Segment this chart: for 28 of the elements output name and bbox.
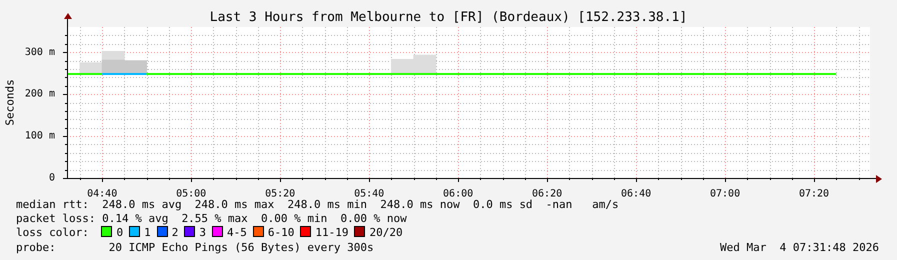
x-tick-label: 05:20 — [265, 188, 296, 200]
x-tick-label: 06:00 — [443, 188, 474, 200]
legend-label: 6-10 — [268, 226, 294, 239]
text: median rtt: 248.0 ms avg 248.0 ms max 248.0 ms min 248.0 ms now 0.0 ms sd -nan am/s — [16, 198, 619, 211]
legend-label: 11-19 — [315, 226, 348, 239]
x-tick-label: 07:20 — [798, 188, 830, 200]
text: Wed Mar 4 07:31:48 2026 — [720, 241, 879, 254]
chart-title: Last 3 Hours from Melbourne to [FR] (Bordeaux) [152.233.38.1] — [208, 10, 688, 25]
x-tick-label: 05:40 — [354, 188, 384, 200]
y-axis-title: Seconds — [3, 79, 16, 126]
y-tick-label: 0 — [48, 172, 55, 184]
legend-label: 0 — [116, 226, 124, 239]
y-tick-label: 100 m — [24, 130, 55, 142]
x-tick-label: 06:20 — [532, 188, 562, 200]
x-tick-label: 04:40 — [87, 188, 118, 200]
text: packet loss: 0.14 % avg 2.55 % max 0.00 % min 0.00 % now — [16, 212, 407, 225]
x-tick-label: 07:00 — [710, 188, 740, 200]
legend-label: 4-5 — [226, 226, 247, 239]
legend-title: loss color: — [16, 226, 90, 239]
y-tick-label: 300 m — [24, 46, 55, 58]
x-tick-label: 06:40 — [621, 188, 652, 200]
legend-label: 1 — [144, 226, 151, 239]
legend-label: 3 — [199, 226, 206, 239]
y-tick-label: 200 m — [24, 88, 55, 100]
text: probe: 20 ICMP Echo Pings (56 Bytes) every 300s — [16, 241, 374, 254]
legend-label: 20/20 — [369, 226, 403, 239]
legend-label: 2 — [172, 226, 178, 239]
x-tick-label: 05:00 — [176, 188, 206, 200]
